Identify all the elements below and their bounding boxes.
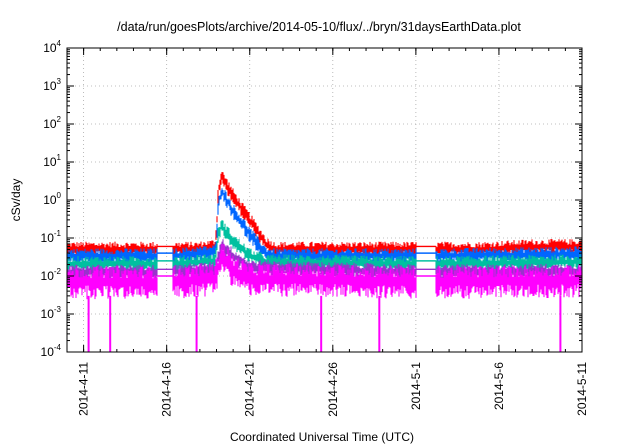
series-0 xyxy=(67,172,582,258)
gridlines xyxy=(67,47,583,353)
x-tick-label: 2014-5-11 xyxy=(575,362,589,416)
series-1 xyxy=(67,188,582,265)
y-tick-label: 10-3 xyxy=(41,305,62,321)
y-tick-label: 102 xyxy=(43,115,61,131)
series-band xyxy=(67,188,582,265)
x-tick-label: 2014-4-11 xyxy=(77,362,91,416)
x-tick-label: 2014-4-21 xyxy=(243,362,257,417)
data-series xyxy=(67,172,582,352)
y-tick-label: 10-2 xyxy=(41,267,62,283)
magenta-dropouts xyxy=(87,295,562,352)
y-tick-label: 101 xyxy=(43,153,61,169)
y-axis: 10-4 10-3 10-2 10-1 100 101 102 103 104 xyxy=(41,39,582,359)
x-tick-label: 2014-5-6 xyxy=(492,362,506,410)
x-axis: 2014-4-11 2014-4-16 2014-4-21 2014-4-26 2014… xyxy=(66,48,589,417)
plot-frame xyxy=(66,47,583,353)
y-tick-label: 103 xyxy=(43,77,61,93)
y-tick-label: 100 xyxy=(43,191,61,207)
x-axis-label: Coordinated Universal Time (UTC) xyxy=(230,430,414,444)
chart-title: /data/run/goesPlots/archive/2014-05-10/f… xyxy=(117,20,521,34)
y-tick-label: 10-4 xyxy=(41,343,62,359)
y-tick-label: 10-1 xyxy=(41,229,62,245)
y-axis-label: cSv/day xyxy=(9,179,23,222)
x-tick-label: 2014-5-1 xyxy=(409,362,423,410)
x-tick-label: 2014-4-26 xyxy=(326,362,340,417)
series-band xyxy=(67,172,582,258)
x-tick-label: 2014-4-16 xyxy=(160,362,174,417)
y-tick-label: 104 xyxy=(43,39,61,55)
